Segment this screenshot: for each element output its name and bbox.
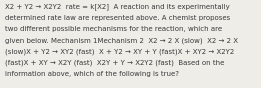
Text: X2 + Y2 → X2Y2  rate = k[X2]  A reaction and its experimentally: X2 + Y2 → X2Y2 rate = k[X2] A reaction a… bbox=[5, 4, 229, 10]
Text: determined rate law are represented above. A chemist proposes: determined rate law are represented abov… bbox=[5, 15, 230, 21]
Text: information above, which of the following is true?: information above, which of the followin… bbox=[5, 71, 179, 77]
Text: two different possible mechanisms for the reaction, which are: two different possible mechanisms for th… bbox=[5, 26, 222, 32]
Text: given below. Mechanism 1Mechanism 2  X2 → 2 X (slow)  X2 → 2 X: given below. Mechanism 1Mechanism 2 X2 →… bbox=[5, 37, 238, 44]
Text: (fast)X + XY → X2Y (fast)  X2Y + Y → X2Y2 (fast)  Based on the: (fast)X + XY → X2Y (fast) X2Y + Y → X2Y2… bbox=[5, 60, 224, 66]
Text: (slow)X + Y2 → XY2 (fast)  X + Y2 → XY + Y (fast)X + XY2 → X2Y2: (slow)X + Y2 → XY2 (fast) X + Y2 → XY + … bbox=[5, 49, 234, 55]
